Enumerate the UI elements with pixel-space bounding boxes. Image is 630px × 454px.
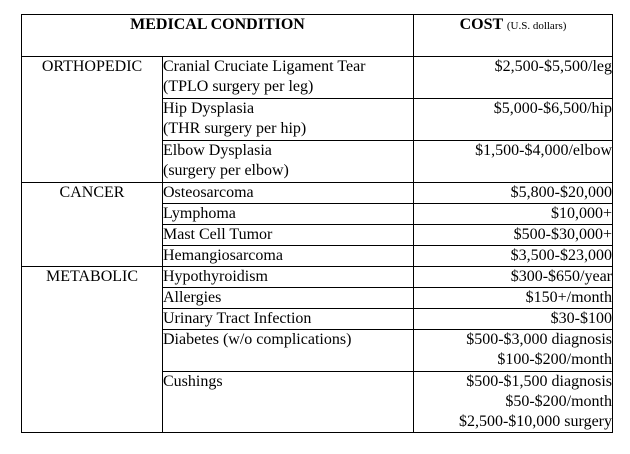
condition-note: (surgery per elbow) (163, 162, 289, 179)
cost-value: $500-$3,000 diagnosis (466, 331, 612, 348)
table-row: Cushings $500-$1,500 diagnosis $50-$200/… (22, 371, 613, 433)
condition-cell: Elbow Dysplasia (surgery per elbow) (162, 140, 414, 183)
condition-note: (TPLO surgery per leg) (163, 78, 314, 95)
cost-cell: $3,500-$23,000 (413, 245, 613, 267)
condition-name: Hypothyroidism (163, 268, 268, 285)
cost-value: $50-$200/month (505, 393, 612, 410)
condition-name: Allergies (163, 289, 222, 306)
table-row: Diabetes (w/o complications) $500-$3,000… (22, 329, 613, 372)
cost-value: $5,000-$6,500/hip (493, 100, 612, 117)
table-row: Mast Cell Tumor $500-$30,000+ (22, 224, 613, 246)
condition-name: Cranial Cruciate Ligament Tear (163, 58, 366, 75)
header-row: MEDICAL CONDITION COST (U.S. dollars) (21, 14, 613, 57)
cost-cell: $150+/month (413, 287, 613, 309)
condition-name: Cushings (163, 373, 223, 390)
cost-value: $500-$1,500 diagnosis (466, 373, 612, 390)
cost-header-label: COST (459, 16, 503, 33)
category-metabolic: METABOLIC (21, 266, 163, 433)
table-row: Elbow Dysplasia (surgery per elbow) $1,5… (22, 140, 613, 183)
condition-cell: Mast Cell Tumor (162, 224, 414, 246)
cost-cell: $500-$3,000 diagnosis $100-$200/month (413, 329, 613, 372)
table-row: CANCER Osteosarcoma $5,800-$20,000 (21, 182, 613, 267)
cost-value: $150+/month (525, 289, 612, 306)
condition-name: Osteosarcoma (163, 184, 254, 201)
medical-condition-header: MEDICAL CONDITION (21, 14, 414, 57)
table-row: METABOLIC Hypothyroidism $300-$650/year (21, 266, 613, 433)
cost-value: $10,000+ (550, 205, 612, 222)
cost-cell: $1,500-$4,000/elbow (413, 140, 613, 183)
cost-header: COST (U.S. dollars) (413, 14, 613, 57)
condition-note: (THR surgery per hip) (163, 120, 307, 137)
cost-cell: $5,000-$6,500/hip (413, 98, 613, 141)
cost-cell: $10,000+ (413, 203, 613, 225)
cost-value: $300-$650/year (510, 268, 612, 285)
condition-name: Lymphoma (163, 205, 236, 222)
condition-cell: Allergies (162, 287, 414, 309)
medical-cost-table: MEDICAL CONDITION COST (U.S. dollars) OR… (21, 14, 613, 433)
table-row: ORTHOPEDIC Cranial Cruciate Ligament Tea… (21, 56, 613, 183)
table-row: Lymphoma $10,000+ (22, 203, 613, 225)
cost-value: $2,500-$10,000 surgery (458, 413, 612, 430)
cost-header-sublabel: (U.S. dollars) (506, 20, 567, 32)
condition-name: Mast Cell Tumor (163, 226, 273, 243)
condition-cell: Urinary Tract Infection (162, 308, 414, 330)
condition-name: Hip Dysplasia (163, 100, 255, 117)
category-cancer: CANCER (21, 182, 163, 267)
category-orthopedic: ORTHOPEDIC (21, 56, 163, 183)
cost-cell: $5,800-$20,000 (413, 182, 613, 204)
condition-name: Elbow Dysplasia (163, 142, 272, 159)
cost-value: $2,500-$5,500/leg (494, 58, 612, 75)
cost-value: $1,500-$4,000/elbow (475, 142, 612, 159)
cost-value: $500-$30,000+ (513, 226, 612, 243)
cost-value: $30-$100 (550, 310, 612, 327)
cost-cell: $300-$650/year (413, 266, 613, 288)
condition-cell: Hemangiosarcoma (162, 245, 414, 267)
condition-name: Hemangiosarcoma (163, 247, 283, 264)
condition-cell: Diabetes (w/o complications) (162, 329, 414, 372)
cost-value: $5,800-$20,000 (510, 184, 612, 201)
cost-value: $100-$200/month (497, 351, 612, 368)
table-row: Hip Dysplasia (THR surgery per hip) $5,0… (22, 98, 613, 141)
cost-cell: $500-$30,000+ (413, 224, 613, 246)
cost-cell: $500-$1,500 diagnosis $50-$200/month $2,… (413, 371, 613, 433)
cost-value: $3,500-$23,000 (510, 247, 612, 264)
cost-cell: $2,500-$5,500/leg (413, 56, 613, 99)
condition-cell: Cushings (162, 371, 414, 433)
condition-name: Urinary Tract Infection (163, 310, 312, 327)
condition-cell: Lymphoma (162, 203, 414, 225)
condition-cell: Hypothyroidism (162, 266, 414, 288)
condition-cell: Hip Dysplasia (THR surgery per hip) (162, 98, 414, 141)
cost-cell: $30-$100 (413, 308, 613, 330)
condition-cell: Osteosarcoma (162, 182, 414, 204)
condition-cell: Cranial Cruciate Ligament Tear (TPLO sur… (162, 56, 414, 99)
condition-name: Diabetes (w/o complications) (163, 331, 352, 348)
